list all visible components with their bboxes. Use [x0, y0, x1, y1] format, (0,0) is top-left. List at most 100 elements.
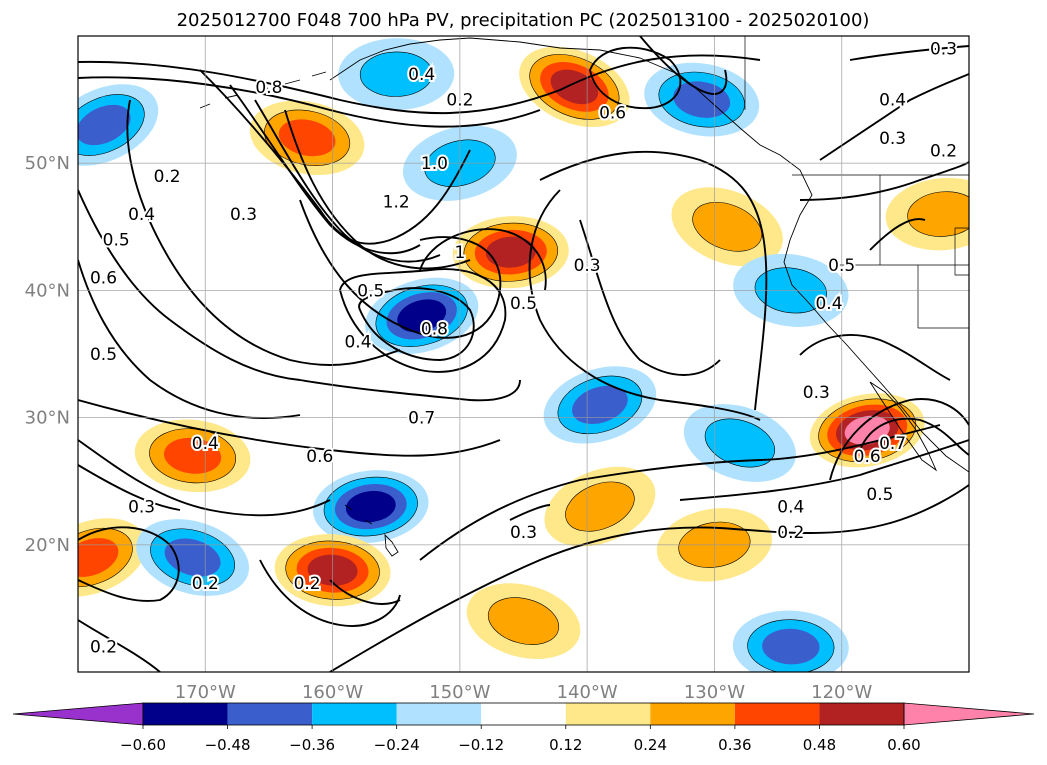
contour-label: 0.2: [294, 574, 321, 594]
pv-contour: [579, 219, 721, 376]
anomaly-band: [78, 538, 119, 577]
contour-label: 0.4: [408, 65, 435, 85]
contour-label: 0.4: [777, 498, 804, 518]
contour-label: 0.8: [421, 320, 448, 340]
contour-label: 0.5: [103, 231, 130, 251]
us-state-borders: [835, 175, 969, 328]
anomaly-outline: [323, 476, 418, 537]
colorbar-tick-label: 0.60: [887, 736, 920, 754]
anomaly-band: [485, 236, 536, 268]
anomaly-blob: [78, 84, 159, 166]
latitude-tick-labels: 20°N 30°N 40°N 50°N: [25, 153, 70, 556]
anomaly-band: [692, 202, 762, 252]
contour-label: 0.6: [306, 447, 333, 467]
anomaly-band: [345, 490, 396, 523]
contour-label: 0.4: [192, 434, 219, 454]
colorbar-tick-label: 0.12: [549, 736, 582, 754]
pv-contour: [78, 189, 301, 381]
colorbar-tick-label: −0.24: [374, 736, 420, 754]
contour-label: 1: [454, 243, 465, 263]
chart-title: 2025012700 F048 700 hPa PV, precipitatio…: [177, 10, 870, 31]
coastline-layer: [199, 37, 969, 557]
longitude-tick-label: 170°W: [175, 682, 236, 703]
pv-contour: [799, 161, 969, 201]
contour-label: 0.3: [803, 383, 830, 403]
pv-contour: [869, 218, 926, 251]
anomaly-blob: [519, 46, 630, 128]
pv-contour: [859, 417, 969, 456]
alaska-coastline: [329, 37, 813, 241]
contour-label: 0.6: [854, 447, 881, 467]
anomaly-outline: [754, 267, 827, 314]
colorbar-extend-low: [12, 702, 144, 726]
contour-label: 0.3: [879, 129, 906, 149]
colorbar-frame: [142, 702, 905, 726]
pv-contour: [589, 46, 682, 110]
latitude-tick-label: 40°N: [25, 280, 70, 301]
anomaly-outline: [692, 202, 763, 252]
anomaly-outline: [529, 54, 620, 120]
contour-label: 0.2: [192, 574, 219, 594]
colorbar-bin: [650, 703, 735, 725]
anomaly-outline: [678, 521, 751, 568]
colorbar-tick-label: 0.36: [718, 736, 751, 754]
pv-contour: [329, 484, 969, 672]
longitude-tick-labels: 170°W 160°W 150°W 140°W 130°W 120°W: [175, 682, 873, 703]
anomaly-band: [360, 51, 433, 97]
contour-label: 1.0: [421, 154, 448, 174]
contour-label: 0.4: [879, 91, 906, 111]
north-american-coastline: [783, 239, 969, 473]
contour-label: 0.6: [90, 269, 117, 289]
anomaly-band: [565, 481, 635, 532]
anomaly-outline: [78, 94, 145, 156]
contour-label: 0.5: [828, 256, 855, 276]
colorbar-bin: [565, 703, 651, 725]
colorbar-extend-high: [903, 702, 1035, 726]
contour-label: 0.2: [90, 638, 117, 658]
contour-label-layer: 0.2 0.4 0.8 0.2 0.4 0.5 0.6 0.5 0.3 1.0 1.2 1 0.5 0.8…: [88, 38, 959, 660]
anomaly-outline: [359, 51, 433, 97]
pv-contour: [849, 45, 969, 61]
anomaly-blob: [544, 466, 656, 547]
graticule-layer: [78, 36, 969, 672]
pv-contour: [358, 287, 475, 361]
anomaly-band: [844, 415, 890, 445]
contour-label: 1.2: [383, 192, 410, 212]
contour-label: 0.7: [879, 434, 906, 454]
map-frame: [77, 35, 970, 673]
contour-label: 0.5: [357, 281, 384, 301]
anomaly-band: [488, 597, 559, 645]
pv-contour: [819, 73, 969, 161]
latitude-tick-label: 20°N: [25, 535, 70, 556]
anomaly-band: [762, 628, 820, 665]
anomaly-band: [572, 385, 628, 425]
longitude-tick-label: 150°W: [429, 682, 490, 703]
colorbar: −0.60 −0.48 −0.36 −0.24 −0.12 0.12 0.24 0.36 0.4…: [12, 702, 1035, 754]
longitude-tick-label: 160°W: [302, 682, 363, 703]
contour-label: 0.4: [128, 205, 155, 225]
pv-contour: [78, 76, 541, 128]
contour-label: 0.5: [866, 485, 893, 505]
hawaiian-islands: [344, 504, 399, 557]
anomaly-outline: [487, 597, 560, 645]
pv-contour: [299, 379, 521, 402]
pv-contour-layer: [78, 36, 969, 672]
contour-label: 0.5: [90, 345, 117, 365]
anomaly-outline: [907, 191, 969, 237]
anomaly-blob: [732, 610, 849, 672]
contour-label: 0.3: [930, 40, 957, 60]
anomaly-band: [163, 437, 222, 474]
anomaly-band: [397, 299, 447, 333]
colorbar-bin: [396, 703, 482, 725]
anomaly-blob: [365, 277, 479, 354]
anomaly-blob: [134, 419, 251, 493]
anomaly-band: [278, 119, 336, 157]
pv-contour: [329, 579, 401, 605]
baja-california-coastline: [869, 381, 938, 472]
anomaly-blob: [885, 177, 969, 251]
pv-contour: [539, 150, 768, 411]
anomaly-blob: [452, 216, 569, 289]
contour-label: 0.2: [930, 142, 957, 162]
colorbar-tick-label: −0.48: [205, 736, 251, 754]
